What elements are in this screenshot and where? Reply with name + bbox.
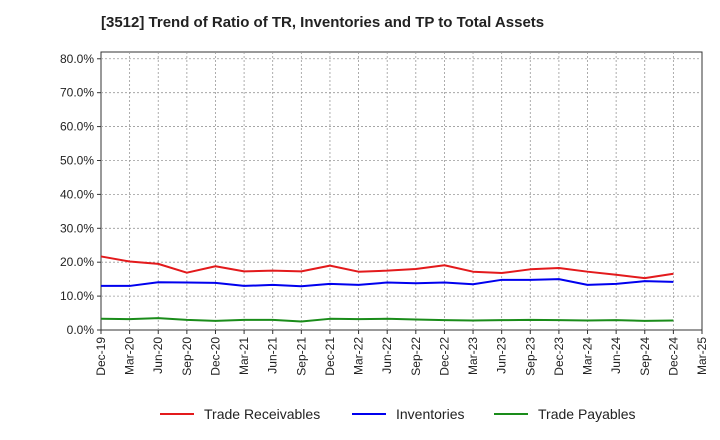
legend-swatch-trade-payables xyxy=(494,413,528,415)
x-tick-label: Jun-20 xyxy=(151,337,165,374)
y-axis: 0.0% 10.0% 20.0% 30.0% 40.0% 50.0% 60.0% 70.0% 8… xyxy=(60,52,101,337)
x-tick-label: Mar-22 xyxy=(352,337,366,375)
x-tick-label: Dec-22 xyxy=(437,337,451,376)
legend-item-inventories: Inventories xyxy=(352,404,464,424)
y-tick-label: 40.0% xyxy=(60,187,94,201)
legend-label: Trade Receivables xyxy=(204,406,321,422)
series-lines xyxy=(100,255,674,323)
grid-lines xyxy=(101,52,702,330)
x-tick-label: Dec-23 xyxy=(552,337,566,376)
series-line-inventories xyxy=(101,278,674,288)
x-tick-label: Jun-21 xyxy=(266,337,280,374)
x-tick-label: Jun-22 xyxy=(380,337,394,374)
y-tick-label: 60.0% xyxy=(60,120,94,134)
legend-label: Inventories xyxy=(396,406,465,422)
series-line-trade-payables xyxy=(100,317,674,323)
x-axis: Dec-19 Mar-20 Jun-20 Sep-20 Dec-20 Mar-21 Jun-… xyxy=(94,330,709,376)
x-tick-label: Mar-21 xyxy=(237,337,251,375)
y-tick-label: 30.0% xyxy=(60,221,94,235)
legend: Trade Receivables Inventories Trade Paya… xyxy=(0,404,720,424)
y-tick-label: 80.0% xyxy=(60,52,94,66)
legend-label: Trade Payables xyxy=(538,406,636,422)
y-tick-label: 10.0% xyxy=(60,289,94,303)
x-tick-label: Sep-21 xyxy=(294,337,308,376)
plot-area xyxy=(100,51,703,331)
series-line-trade-receivables xyxy=(100,255,674,280)
x-tick-label: Sep-24 xyxy=(638,337,652,376)
y-tick-label: 70.0% xyxy=(60,86,94,100)
x-tick-label: Dec-19 xyxy=(94,337,108,376)
x-tick-label: Dec-20 xyxy=(208,337,222,376)
x-tick-label: Dec-24 xyxy=(666,337,680,376)
y-tick-label: 20.0% xyxy=(60,255,94,269)
legend-swatch-inventories xyxy=(352,413,386,415)
x-tick-label: Jun-24 xyxy=(609,337,623,374)
x-tick-label: Sep-22 xyxy=(409,337,423,376)
x-tick-label: Jun-23 xyxy=(495,337,509,374)
x-tick-label: Mar-24 xyxy=(581,337,595,375)
x-tick-label: Sep-20 xyxy=(180,337,194,376)
x-tick-label: Dec-21 xyxy=(323,337,337,376)
x-tick-label: Mar-25 xyxy=(695,337,709,375)
x-tick-label: Mar-20 xyxy=(123,337,137,375)
x-tick-label: Sep-23 xyxy=(523,337,537,376)
y-tick-label: 50.0% xyxy=(60,153,94,167)
x-tick-label: Mar-23 xyxy=(466,337,480,375)
legend-item-trade-payables: Trade Payables xyxy=(494,404,636,424)
legend-item-trade-receivables: Trade Receivables xyxy=(160,404,320,424)
y-tick-label: 0.0% xyxy=(67,323,95,337)
chart-title: [3512] Trend of Ratio of TR, Inventories… xyxy=(101,14,545,31)
legend-swatch-trade-receivables xyxy=(160,413,194,415)
